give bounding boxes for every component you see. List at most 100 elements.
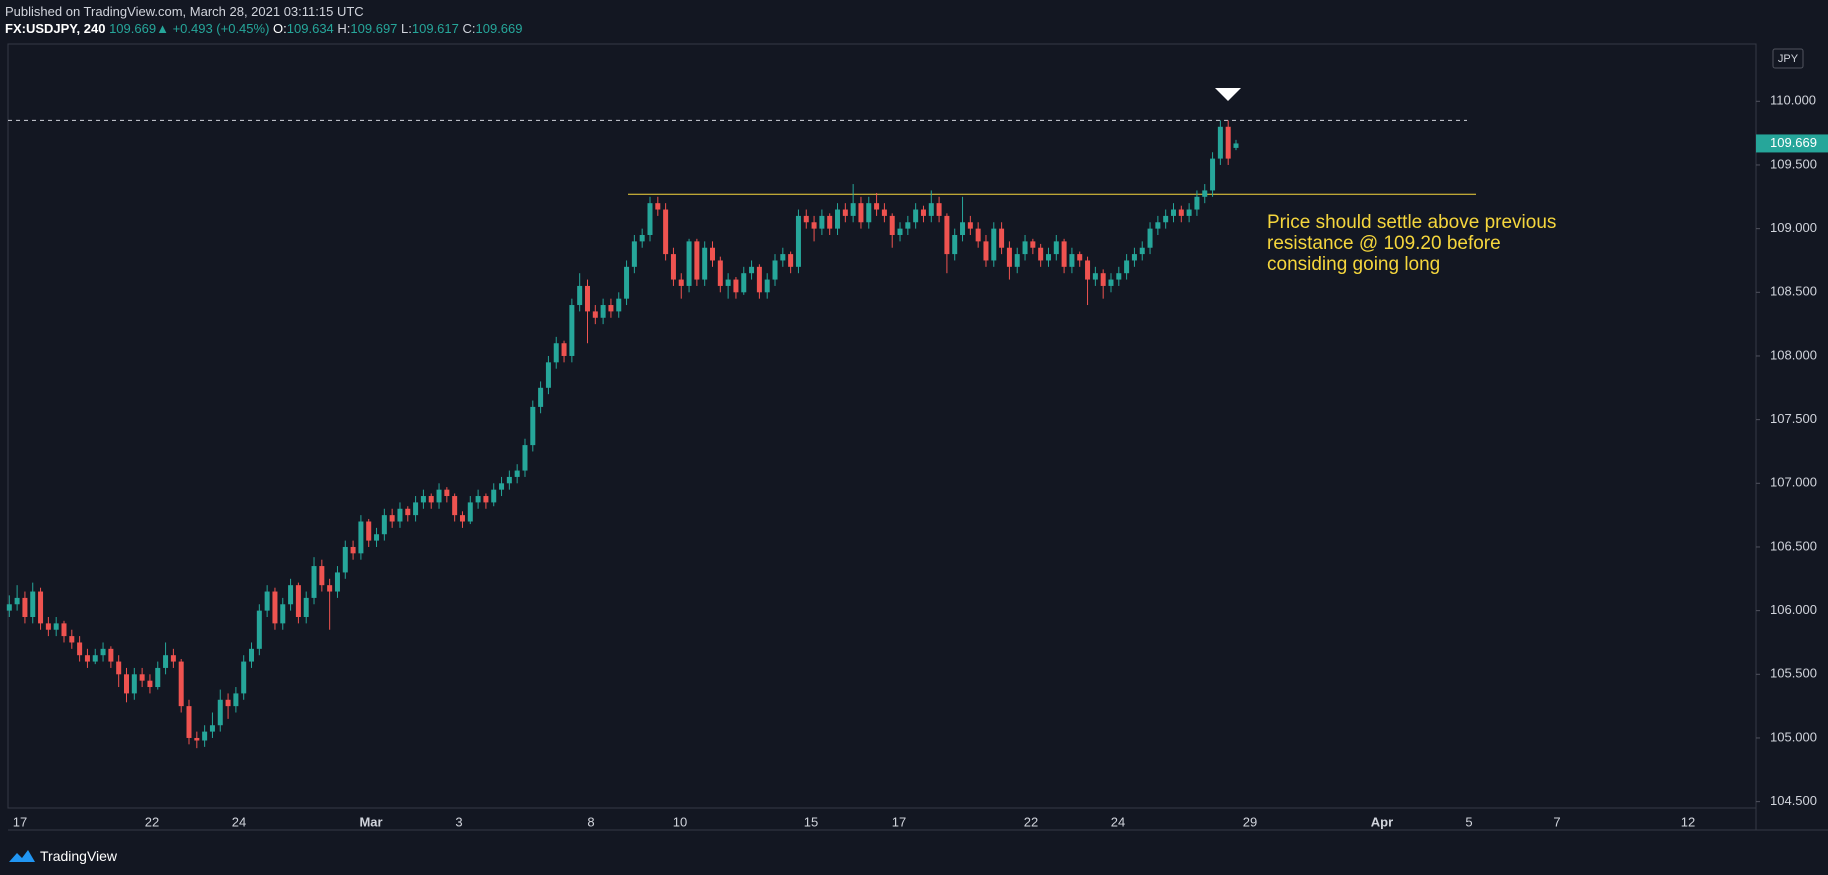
candle-body xyxy=(780,254,786,261)
candle-body xyxy=(1069,254,1075,267)
candle-body xyxy=(967,222,973,229)
candle-body xyxy=(147,680,153,688)
candle-body xyxy=(1014,254,1020,267)
candle-body xyxy=(397,508,403,522)
h-value: 109.697 xyxy=(350,21,398,36)
candle-body xyxy=(913,209,919,223)
candle-body xyxy=(1202,190,1208,197)
x-tick-label: 10 xyxy=(673,814,687,829)
candle-body xyxy=(975,228,981,242)
candle-body xyxy=(506,476,512,484)
candle-body xyxy=(545,362,551,388)
candle-body xyxy=(905,222,911,229)
candle-body xyxy=(1139,247,1145,255)
candle-body xyxy=(772,260,778,280)
y-tick-label: 109.500 xyxy=(1770,156,1817,171)
candle-body xyxy=(1092,273,1098,280)
y-tick-label: 106.500 xyxy=(1770,538,1817,553)
footer: TradingView xyxy=(8,848,117,864)
o-label: O: xyxy=(273,21,287,36)
x-tick-label: 12 xyxy=(1681,814,1695,829)
candle-body xyxy=(14,597,20,605)
candle-body xyxy=(319,566,325,586)
candle-body xyxy=(670,254,676,280)
c-label: C: xyxy=(462,21,476,36)
last-price-box xyxy=(1756,134,1828,153)
x-tick-label: 22 xyxy=(1024,814,1038,829)
candle-body xyxy=(405,508,411,516)
candle-body xyxy=(436,489,442,503)
candle-body xyxy=(1124,260,1130,274)
candle-body xyxy=(178,661,184,707)
candle-body xyxy=(952,235,958,255)
y-tick-label: 105.000 xyxy=(1770,729,1817,744)
candle-body xyxy=(1186,209,1192,216)
y-tick-label: 107.500 xyxy=(1770,411,1817,426)
candle-body xyxy=(631,241,637,267)
candle-body xyxy=(1131,254,1137,261)
legend-line: FX:USDJPY, 240 109.669▲ +0.493 (+0.45%) … xyxy=(5,20,523,37)
candle-body xyxy=(475,496,481,503)
candle-body xyxy=(1022,241,1028,255)
candle-body xyxy=(624,266,630,299)
candle-body xyxy=(850,203,856,216)
l-value: 109.617 xyxy=(411,21,459,36)
candle-body xyxy=(1108,279,1114,286)
y-tick-label: 110.000 xyxy=(1770,93,1816,108)
candle-body xyxy=(522,445,528,471)
candle-body xyxy=(694,241,700,280)
x-tick-label: 5 xyxy=(1465,814,1472,829)
candle-body xyxy=(1178,209,1184,216)
candle-body xyxy=(1077,254,1083,261)
candle-body xyxy=(710,247,716,261)
currency-box[interactable] xyxy=(1772,48,1804,69)
x-tick-label: 15 xyxy=(804,814,818,829)
currency: JPY xyxy=(1778,53,1799,65)
candle-body xyxy=(960,222,966,235)
candle-body xyxy=(616,298,622,312)
x-tick-label: 17 xyxy=(892,814,906,829)
candle-body xyxy=(467,502,473,522)
candle-body xyxy=(920,209,926,216)
candle-body xyxy=(663,209,669,255)
candle-body xyxy=(983,241,989,261)
candle-body xyxy=(639,235,645,242)
candle-body xyxy=(1225,126,1231,159)
candle-body xyxy=(53,623,59,630)
candle-body xyxy=(803,215,809,223)
candle-body xyxy=(342,546,348,573)
x-tick-label: 8 xyxy=(587,814,594,829)
candle-body xyxy=(1030,241,1036,248)
candle-body xyxy=(811,222,817,229)
candle-body xyxy=(866,203,872,223)
x-tick-label: 22 xyxy=(145,814,159,829)
candle-body xyxy=(592,311,598,318)
candle-body xyxy=(819,215,825,229)
candle-body xyxy=(1038,247,1044,261)
y-tick-label: 108.500 xyxy=(1770,284,1817,299)
candle-body xyxy=(77,642,83,656)
candle-body xyxy=(124,674,130,694)
logo xyxy=(9,850,35,862)
candle-body xyxy=(569,305,575,356)
candle-body xyxy=(1217,126,1223,159)
candle-body xyxy=(530,406,536,446)
candle-body xyxy=(170,655,176,662)
candle-body xyxy=(1045,254,1051,261)
candle-body xyxy=(874,203,880,210)
y-tick-label: 108.000 xyxy=(1770,347,1817,362)
h-label: H: xyxy=(337,21,351,36)
x-tick-label: 24 xyxy=(1111,814,1125,829)
header: Published on TradingView.com, March 28, … xyxy=(5,3,523,37)
candle-body xyxy=(280,604,286,624)
candle-body xyxy=(288,585,294,605)
candle-body xyxy=(795,215,801,267)
candle-body xyxy=(1053,241,1059,255)
x-tick-label: 7 xyxy=(1553,814,1560,829)
candle-body xyxy=(889,215,895,235)
brand: TradingView xyxy=(40,848,118,864)
candle-body xyxy=(374,534,380,541)
candle-body xyxy=(264,591,270,611)
candle-body xyxy=(30,591,36,617)
candle-body xyxy=(1155,222,1161,229)
